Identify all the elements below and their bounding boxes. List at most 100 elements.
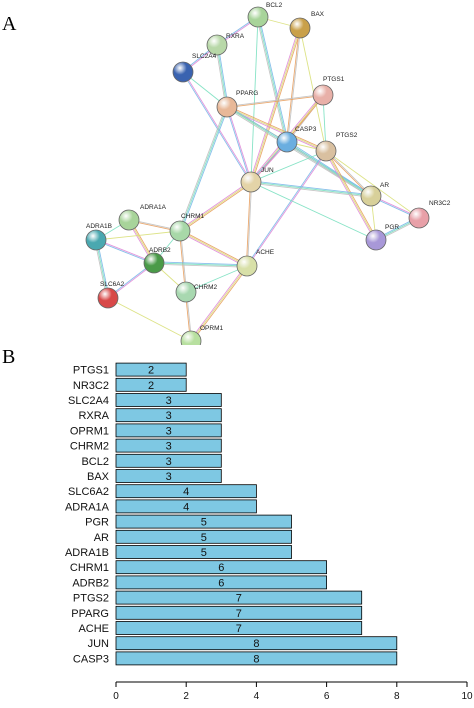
- network-edge: [227, 105, 327, 151]
- category-label: PTGS2: [73, 593, 109, 605]
- network-edge: [245, 181, 251, 266]
- bar-adra1a: [115, 499, 257, 514]
- node-label: BCL2: [266, 2, 283, 9]
- network-node-slc6a2: SLC6A2: [97, 281, 125, 309]
- bar-data-label: 7: [236, 608, 242, 620]
- node-circle: [240, 171, 262, 193]
- node-circle: [247, 6, 269, 28]
- network-edge: [153, 263, 247, 268]
- network-edge: [257, 16, 288, 143]
- network-edge: [96, 239, 155, 263]
- category-label: BCL2: [81, 456, 109, 468]
- bar-data-label: 8: [253, 638, 259, 650]
- node-circle: [360, 185, 382, 207]
- node-label: RXRA: [226, 33, 245, 40]
- network-edge: [183, 71, 252, 182]
- bar-data-label: 5: [201, 517, 207, 529]
- node-label: CASP3: [295, 126, 317, 133]
- category-label: JUN: [88, 638, 109, 650]
- network-edge: [287, 28, 302, 143]
- network-edge: [227, 106, 253, 182]
- network-edge: [246, 150, 326, 266]
- category-label: AR: [94, 532, 109, 544]
- category-label: ADRA1A: [65, 501, 110, 513]
- network-edge: [189, 265, 247, 341]
- node-circle: [276, 131, 298, 153]
- node-label: CHRM2: [194, 284, 217, 291]
- bar-ptgs1: [115, 362, 187, 377]
- bar-data-label: 3: [166, 395, 172, 407]
- node-label: AR: [380, 182, 389, 189]
- x-tick-label: 2: [183, 691, 189, 702]
- network-edge: [247, 182, 253, 267]
- network-node-adra1a: ADRA1A: [118, 204, 167, 231]
- network-node-casp3: CASP3: [276, 126, 317, 153]
- node-circle: [172, 61, 194, 83]
- bar-data-label: 3: [166, 425, 172, 437]
- bar-slc6a2: [115, 484, 257, 499]
- network-edge: [258, 16, 289, 142]
- bar-rxra: [115, 408, 222, 423]
- node-label: SLC6A2: [100, 281, 125, 288]
- network-edge: [250, 16, 259, 183]
- node-circle: [97, 287, 119, 309]
- category-label: CHRM1: [70, 562, 109, 574]
- network-edge: [287, 140, 372, 196]
- network-edge: [95, 240, 154, 264]
- node-circle: [118, 209, 140, 231]
- network-edge: [324, 151, 376, 241]
- network-node-rxra: RXRA: [206, 33, 245, 56]
- network-nodes: BCL2 BAX RXRA SLC2A4 PPARG PTGS1 CASP3 PTGS2 JUN…: [85, 2, 451, 345]
- category-label: ADRA1B: [65, 547, 109, 559]
- panel-b-letter: B: [2, 346, 15, 368]
- category-label: RXRA: [78, 410, 109, 422]
- bar-ptgs2: [115, 590, 363, 605]
- network-edge: [191, 266, 249, 342]
- bar-bcl2: [115, 453, 222, 468]
- bar-data-label: 3: [166, 441, 172, 453]
- node-circle: [175, 281, 197, 303]
- bar-chrm2: [115, 438, 222, 453]
- node-label: SLC2A4: [192, 53, 217, 60]
- network-edge: [256, 17, 287, 143]
- bar-data-label: 8: [253, 653, 259, 665]
- bar-chart-panel: B PTGS1 2 NR3C2 2 SLC2A4 3 RXRA 3 OPRM1 3 CHRM2 3 BC…: [2, 346, 473, 702]
- network-edge: [226, 93, 323, 107]
- bar-ache: [115, 621, 363, 635]
- bar-series: PTGS1 2 NR3C2 2 SLC2A4 3 RXRA 3 OPRM1 3 CHRM2 3 BCL2…: [65, 362, 398, 666]
- category-label: PPARG: [71, 608, 109, 620]
- network-edge: [226, 106, 327, 152]
- network-edge: [179, 181, 252, 232]
- node-circle: [365, 229, 387, 251]
- network-edge: [325, 150, 420, 219]
- network-edge: [325, 150, 377, 241]
- network-edge: [299, 27, 327, 152]
- network-edge: [247, 151, 327, 267]
- network-node-bcl2: BCL2: [247, 2, 283, 28]
- bar-data-label: 3: [166, 410, 172, 422]
- x-tick-label: 4: [254, 691, 260, 702]
- network-node-bax: BAX: [289, 11, 325, 39]
- bar-slc2a4: [115, 393, 222, 407]
- bar-data-label: 4: [183, 486, 189, 498]
- network-node-chrm2: CHRM2: [175, 281, 217, 303]
- network-edge: [190, 265, 248, 342]
- category-label: PTGS1: [73, 365, 109, 377]
- node-label: CHRM1: [181, 213, 204, 220]
- node-label: PTGS2: [336, 132, 358, 139]
- bar-casp3: [115, 651, 398, 666]
- node-circle: [315, 140, 337, 162]
- network-edge: [250, 181, 372, 197]
- node-label: PPARG: [236, 90, 258, 97]
- network-edge: [286, 142, 371, 198]
- node-circle: [206, 34, 228, 56]
- x-tick-label: 8: [394, 691, 400, 702]
- category-label: SLC6A2: [68, 486, 109, 498]
- network-node-chrm1: CHRM1: [169, 213, 204, 242]
- network-edge: [250, 27, 301, 183]
- network-edge: [180, 182, 252, 233]
- node-label: JUN: [261, 167, 274, 174]
- network-node-nr3c2: NR3C2: [408, 200, 451, 229]
- network-edge: [180, 107, 229, 232]
- x-tick-label: 10: [461, 691, 473, 702]
